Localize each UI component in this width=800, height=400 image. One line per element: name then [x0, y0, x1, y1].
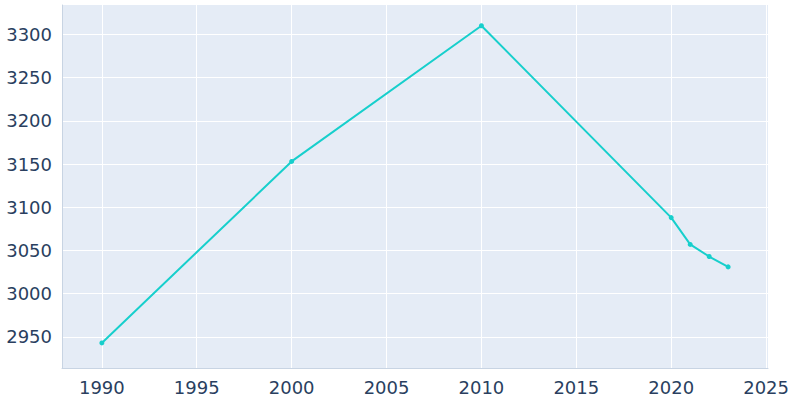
- svg-text:2000: 2000: [269, 377, 315, 398]
- svg-text:3000: 3000: [6, 283, 52, 304]
- svg-text:1995: 1995: [174, 377, 220, 398]
- svg-text:3100: 3100: [6, 197, 52, 218]
- svg-text:3250: 3250: [6, 67, 52, 88]
- svg-text:2010: 2010: [459, 377, 505, 398]
- svg-text:1990: 1990: [79, 377, 125, 398]
- svg-text:2015: 2015: [553, 377, 599, 398]
- svg-text:2950: 2950: [6, 326, 52, 347]
- svg-text:2025: 2025: [743, 377, 789, 398]
- svg-text:2020: 2020: [648, 377, 694, 398]
- svg-text:3300: 3300: [6, 24, 52, 45]
- svg-text:3150: 3150: [6, 154, 52, 175]
- svg-text:3200: 3200: [6, 110, 52, 131]
- svg-text:2005: 2005: [364, 377, 410, 398]
- svg-text:3050: 3050: [6, 240, 52, 261]
